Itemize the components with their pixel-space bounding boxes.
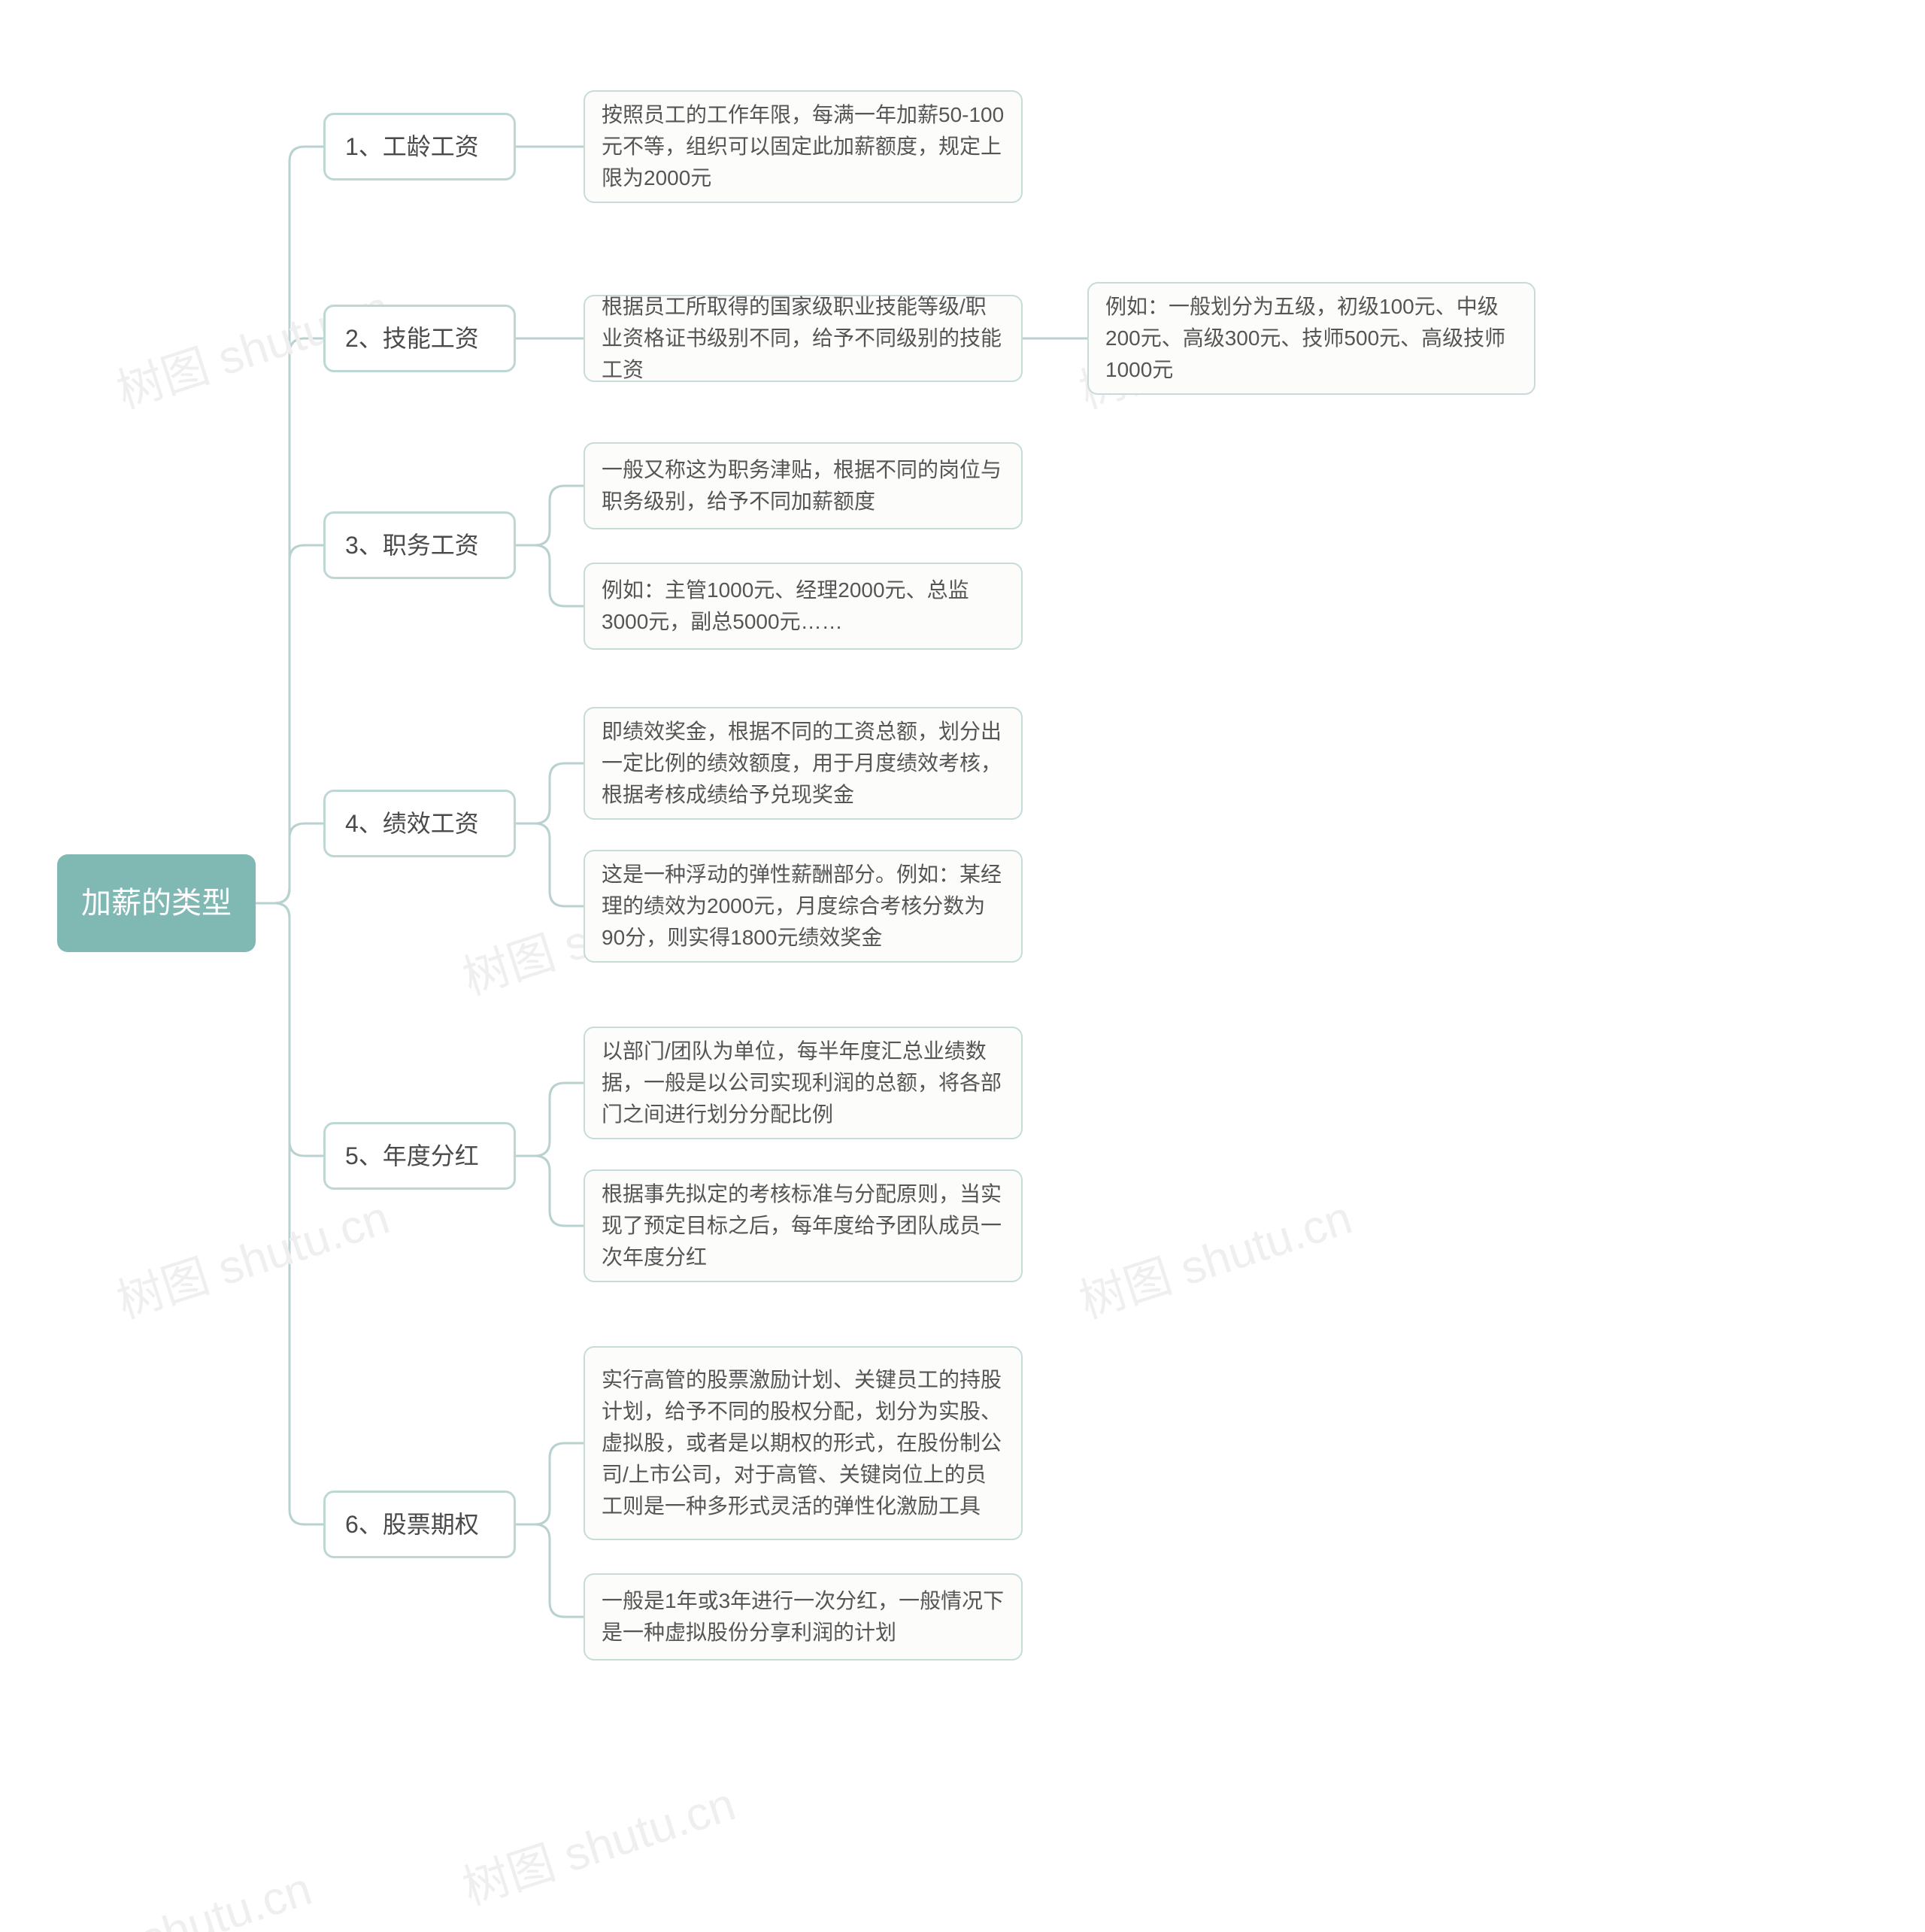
connector	[516, 1156, 584, 1226]
leaf-node: 实行高管的股票激励计划、关键员工的持股计划，给予不同的股权分配，划分为实股、虚拟…	[584, 1346, 1023, 1540]
leaf-node: 根据员工所取得的国家级职业技能等级/职业资格证书级别不同，给予不同级别的技能工资	[584, 295, 1023, 382]
connector	[256, 545, 323, 903]
mindmap-canvas: 树图 shutu.cn树图 shutu.cn树图 shutu.cn树图 shut…	[0, 0, 1925, 1932]
leaf-node: 一般又称这为职务津贴，根据不同的岗位与职务级别，给予不同加薪额度	[584, 442, 1023, 529]
leaf-node: 按照员工的工作年限，每满一年加薪50-100元不等，组织可以固定此加薪额度，规定…	[584, 90, 1023, 203]
connector	[256, 903, 323, 1156]
leaf-node: 例如：一般划分为五级，初级100元、中级200元、高级300元、技师500元、高…	[1087, 282, 1535, 395]
connector	[516, 1443, 584, 1524]
connector	[256, 338, 323, 903]
watermark: 树图 shutu.cn	[453, 1766, 742, 1918]
watermark: 树图 shutu.cn	[1069, 1179, 1359, 1331]
branch-node: 6、股票期权	[323, 1491, 516, 1558]
leaf-node: 这是一种浮动的弹性薪酬部分。例如：某经理的绩效为2000元，月度综合考核分数为9…	[584, 850, 1023, 963]
root-node: 加薪的类型	[57, 854, 256, 952]
connector	[516, 545, 584, 606]
leaf-node: 例如：主管1000元、经理2000元、总监3000元，副总5000元……	[584, 563, 1023, 650]
leaf-node: 以部门/团队为单位，每半年度汇总业绩数据，一般是以公司实现利润的总额，将各部门之…	[584, 1027, 1023, 1139]
branch-node: 3、职务工资	[323, 511, 516, 579]
watermark: 树图 shutu.cn	[107, 1179, 396, 1331]
connector	[256, 823, 323, 903]
connector	[516, 823, 584, 906]
leaf-node: 一般是1年或3年进行一次分红，一般情况下是一种虚拟股份分享利润的计划	[584, 1573, 1023, 1661]
connector	[256, 903, 323, 1524]
branch-node: 5、年度分红	[323, 1122, 516, 1190]
connector	[256, 147, 323, 903]
connector	[516, 1083, 584, 1156]
connector	[516, 486, 584, 545]
branch-node: 2、技能工资	[323, 305, 516, 372]
connector	[516, 763, 584, 823]
connector	[516, 1524, 584, 1617]
branch-node: 1、工龄工资	[323, 113, 516, 180]
branch-node: 4、绩效工资	[323, 790, 516, 857]
leaf-node: 即绩效奖金，根据不同的工资总额，划分出一定比例的绩效额度，用于月度绩效考核，根据…	[584, 707, 1023, 820]
watermark: shutu.cn	[134, 1862, 318, 1932]
leaf-node: 根据事先拟定的考核标准与分配原则，当实现了预定目标之后，每年度给予团队成员一次年…	[584, 1169, 1023, 1282]
